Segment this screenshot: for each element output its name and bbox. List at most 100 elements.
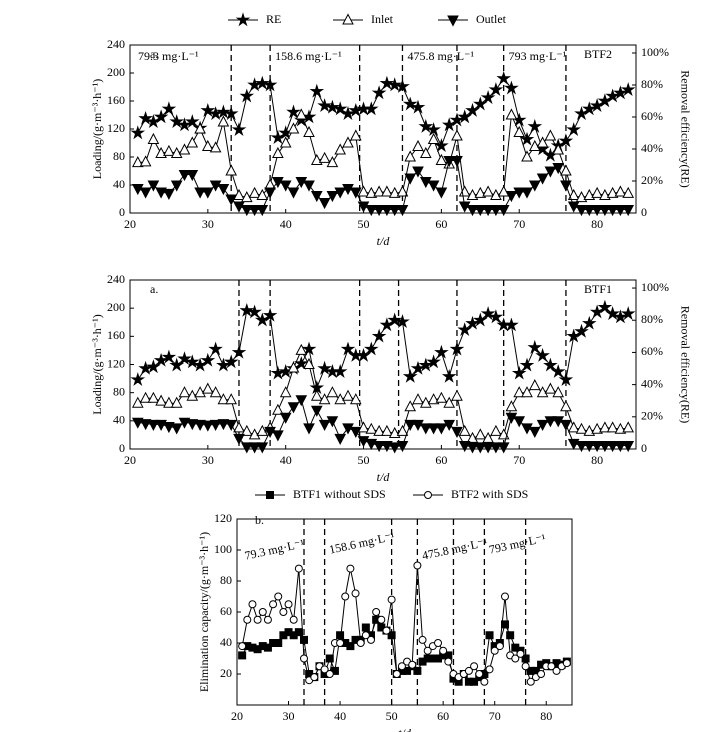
marker [178, 170, 191, 182]
marker [270, 130, 286, 145]
marker [519, 357, 535, 372]
marker [371, 328, 387, 343]
marker [146, 114, 161, 129]
marker [147, 419, 160, 431]
marker [216, 104, 231, 119]
marker [318, 198, 331, 210]
y-tick-label: 200 [107, 65, 125, 79]
marker [295, 177, 308, 189]
marker [591, 422, 603, 434]
x-tick-label: 50 [358, 217, 370, 231]
legend-label: Outlet [476, 12, 507, 26]
marker [209, 386, 222, 398]
marker [427, 393, 440, 405]
marker [521, 386, 533, 398]
marker [300, 654, 308, 663]
x-axis-label: t/d [377, 234, 391, 248]
marker [567, 188, 580, 200]
marker [419, 177, 432, 189]
marker [614, 185, 627, 197]
marker [146, 359, 161, 374]
marker [435, 187, 448, 199]
marker [303, 125, 315, 137]
marker [528, 139, 541, 151]
marker [301, 341, 317, 356]
marker [528, 180, 541, 192]
marker [536, 173, 549, 185]
marker [287, 402, 300, 414]
marker [192, 357, 208, 372]
y-tick-label: 80 [113, 149, 125, 163]
marker [194, 419, 206, 431]
marker [622, 205, 635, 217]
marker [318, 151, 331, 163]
marker [582, 315, 597, 330]
marker [567, 421, 580, 433]
marker [434, 639, 442, 647]
marker [396, 205, 409, 217]
marker [535, 347, 550, 362]
marker [589, 304, 605, 319]
y2-tick-label: 80% [641, 312, 663, 326]
marker [544, 129, 557, 141]
marker [449, 341, 465, 356]
marker [566, 122, 581, 137]
marker [139, 391, 152, 403]
marker [240, 191, 253, 203]
marker [505, 108, 518, 120]
marker [497, 205, 510, 217]
marker [155, 187, 167, 199]
marker [490, 442, 502, 454]
marker [295, 395, 308, 407]
marker [418, 118, 434, 133]
marker [170, 396, 183, 408]
marker [511, 365, 527, 380]
reactor-label: BTF1 [584, 282, 612, 296]
y2-tick-label: 20% [641, 173, 663, 187]
y2-tick-label: 20% [641, 409, 663, 423]
legend-label: BTF1 without SDS [293, 487, 386, 501]
marker [614, 422, 627, 434]
y-tick-label: 240 [107, 272, 125, 286]
marker [410, 360, 426, 375]
marker [248, 186, 261, 198]
marker [373, 205, 385, 217]
marker [464, 666, 473, 675]
phase-label: 79.3 mg·L⁻¹ [243, 536, 306, 562]
marker [552, 386, 565, 398]
marker [287, 187, 300, 199]
marker [396, 441, 409, 453]
marker [387, 631, 396, 640]
marker [521, 423, 533, 435]
marker [326, 156, 339, 168]
marker [513, 125, 526, 137]
marker [217, 419, 230, 431]
marker [379, 317, 395, 332]
marker [513, 416, 526, 428]
marker [606, 421, 619, 433]
marker [513, 187, 526, 199]
x-tick-label: 40 [334, 709, 346, 723]
marker [139, 419, 152, 431]
marker [404, 400, 417, 412]
marker [482, 442, 494, 454]
marker [552, 163, 565, 175]
marker [381, 185, 393, 197]
marker [163, 422, 175, 434]
marker [497, 442, 510, 454]
marker [457, 322, 472, 337]
marker [418, 357, 434, 372]
marker [387, 595, 396, 604]
marker [606, 441, 619, 453]
legend-label: BTF2 with SDS [451, 487, 528, 501]
marker [536, 419, 549, 431]
marker [356, 639, 365, 647]
marker [574, 106, 589, 121]
phase-label: 793 mg·L⁻¹ [488, 531, 548, 557]
marker [451, 389, 463, 401]
marker [186, 419, 199, 431]
marker [528, 426, 541, 438]
marker [419, 423, 432, 435]
marker [574, 323, 589, 338]
y2-tick-label: 0 [641, 441, 647, 455]
